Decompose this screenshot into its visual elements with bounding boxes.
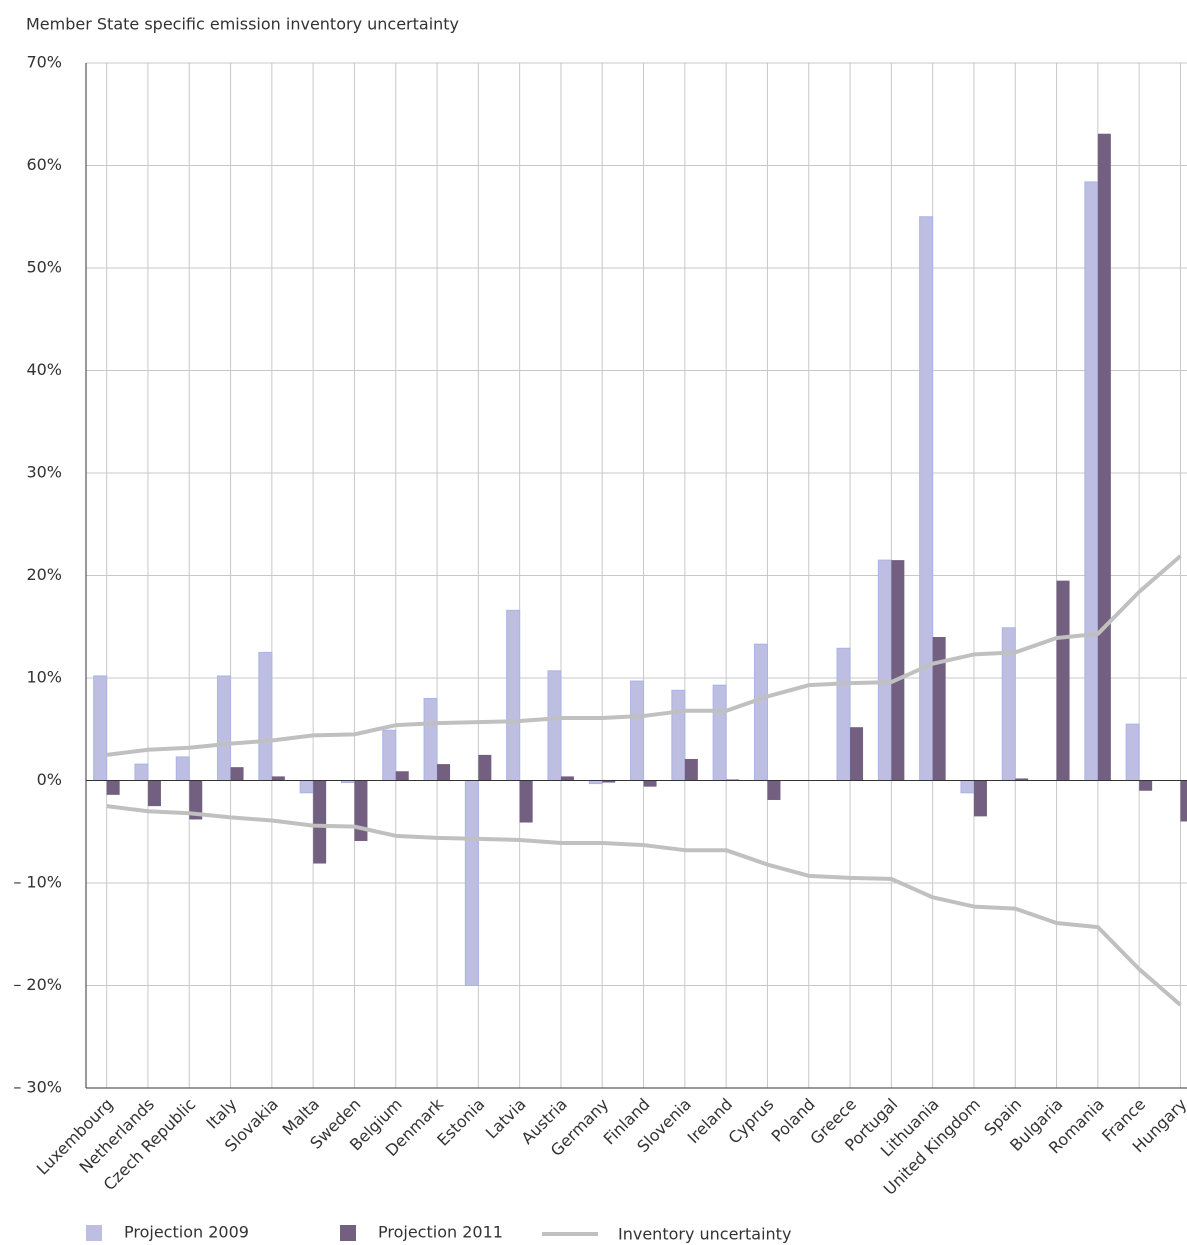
bar	[258, 651, 273, 781]
bar	[506, 609, 521, 781]
legend-label: Projection 2011	[378, 1223, 503, 1242]
bar	[932, 637, 946, 781]
y-tick-label: 60%	[26, 155, 62, 174]
bar	[382, 729, 397, 782]
bar	[877, 559, 892, 781]
bar	[602, 780, 616, 783]
bar	[547, 670, 562, 782]
uncertainty-line	[106, 804, 1182, 1007]
y-tick-label: 0%	[37, 770, 62, 789]
bar	[836, 647, 851, 782]
bar	[850, 727, 864, 781]
bar	[175, 756, 190, 781]
bar	[960, 780, 975, 794]
bar	[189, 780, 203, 820]
bar	[437, 764, 451, 781]
chart-title: Member State specific emission inventory…	[26, 15, 459, 34]
legend-label: Projection 2009	[124, 1223, 249, 1242]
bar	[519, 780, 533, 823]
bar	[726, 779, 740, 781]
bar	[891, 560, 905, 781]
y-tick-label: – 10%	[13, 873, 62, 892]
legend-swatch	[340, 1225, 356, 1241]
bar	[478, 754, 492, 781]
bar	[423, 698, 438, 781]
bar	[973, 780, 987, 817]
bar	[395, 771, 409, 781]
bar	[1015, 778, 1029, 781]
bar	[560, 776, 574, 781]
bar	[147, 780, 161, 807]
bar	[134, 763, 149, 781]
bar	[106, 780, 120, 795]
bar	[464, 780, 479, 986]
legend-swatch	[86, 1225, 102, 1241]
y-tick-label: 30%	[26, 463, 62, 482]
y-tick-label: 20%	[26, 565, 62, 584]
bar	[313, 780, 327, 864]
x-tick-label: Ireland	[684, 1095, 737, 1148]
bar	[643, 780, 657, 787]
bar	[1180, 780, 1187, 822]
y-tick-label: 10%	[26, 668, 62, 687]
bar	[354, 780, 368, 841]
legend-label: Inventory uncertainty	[618, 1225, 791, 1244]
y-tick-label: 40%	[26, 360, 62, 379]
y-tick-label: 50%	[26, 258, 62, 277]
uncertainty-line	[106, 554, 1182, 757]
bar	[684, 758, 698, 781]
bar	[712, 684, 727, 781]
bar	[230, 767, 244, 781]
bar	[630, 680, 645, 782]
bar	[299, 780, 314, 794]
bar	[1125, 723, 1140, 781]
bar	[1056, 580, 1070, 781]
bar	[671, 689, 686, 781]
bar	[919, 216, 934, 781]
bar	[93, 675, 108, 782]
y-tick-label: – 20%	[13, 975, 62, 994]
bar	[767, 780, 781, 800]
bar	[753, 643, 768, 781]
bar	[1097, 133, 1111, 781]
y-tick-label: – 30%	[13, 1078, 62, 1097]
x-tick-label: Cyprus	[725, 1095, 778, 1148]
bar	[1084, 181, 1099, 781]
y-tick-label: 70%	[26, 53, 62, 72]
bar	[271, 776, 285, 781]
bar	[217, 675, 232, 782]
bar	[1139, 780, 1153, 791]
